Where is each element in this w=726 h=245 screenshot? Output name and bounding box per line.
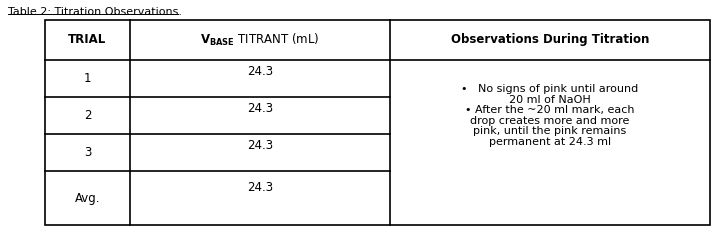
Text: $\mathbf{V_{BASE}}$ TITRANT (mL): $\mathbf{V_{BASE}}$ TITRANT (mL) <box>200 32 319 48</box>
Text: Observations During Titration: Observations During Titration <box>451 34 649 47</box>
Text: 3: 3 <box>83 146 91 159</box>
Bar <box>45 20 710 225</box>
Text: drop creates more and more: drop creates more and more <box>470 116 629 126</box>
Text: permanent at 24.3 ml: permanent at 24.3 ml <box>489 137 611 147</box>
Text: 24.3: 24.3 <box>247 139 273 152</box>
Text: 24.3: 24.3 <box>247 65 273 78</box>
Text: TRIAL: TRIAL <box>68 34 107 47</box>
Text: 24.3: 24.3 <box>247 102 273 115</box>
Text: Table 2: Titration Observations.: Table 2: Titration Observations. <box>8 7 182 17</box>
Text: 24.3: 24.3 <box>247 181 273 194</box>
Text: 20 ml of NaOH: 20 ml of NaOH <box>509 95 591 105</box>
Text: 1: 1 <box>83 72 91 85</box>
Text: •   No signs of pink until around: • No signs of pink until around <box>462 84 639 94</box>
Text: pink, until the pink remains: pink, until the pink remains <box>473 126 627 136</box>
Text: • After the ~20 ml mark, each: • After the ~20 ml mark, each <box>465 105 635 115</box>
Text: 2: 2 <box>83 109 91 122</box>
Text: Avg.: Avg. <box>75 192 100 205</box>
